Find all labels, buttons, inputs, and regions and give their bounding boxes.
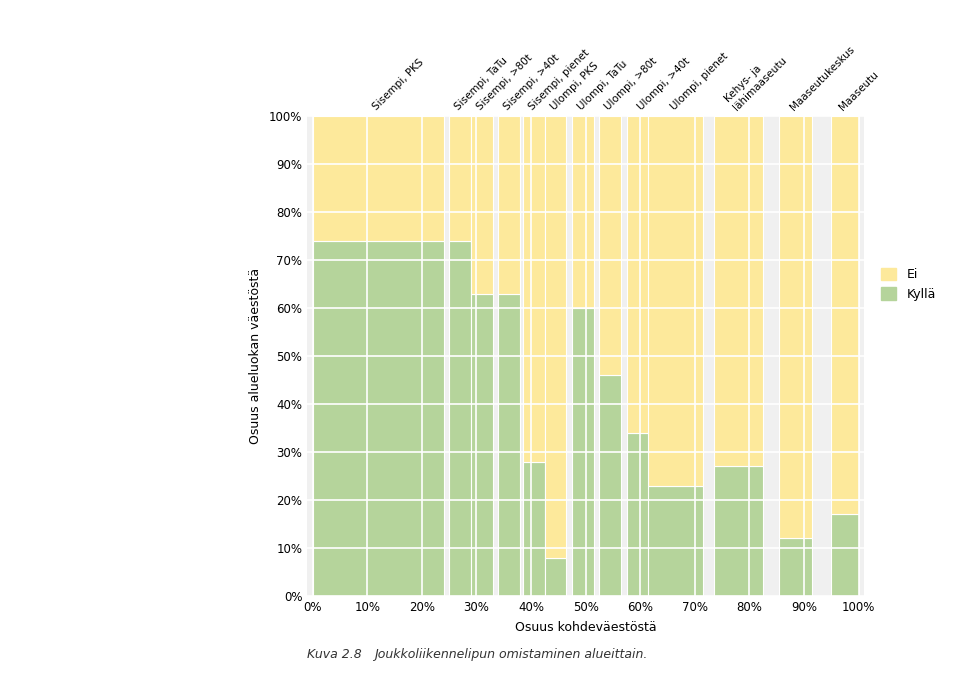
Bar [449, 241, 471, 596]
Bar [780, 538, 812, 596]
Bar [831, 514, 858, 596]
Bar [498, 116, 520, 294]
Bar [714, 116, 763, 466]
Bar [471, 116, 492, 294]
Bar [780, 116, 812, 538]
Bar [599, 375, 621, 596]
Bar [544, 116, 566, 558]
Bar [572, 308, 594, 596]
Bar [572, 116, 594, 308]
Bar [627, 116, 660, 433]
Bar [449, 116, 471, 241]
Bar [313, 116, 444, 241]
Bar [471, 294, 492, 596]
Bar [544, 558, 566, 596]
Bar [714, 466, 763, 596]
Y-axis label: Osuus alueluokan väestöstä: Osuus alueluokan väestöstä [249, 268, 262, 445]
Bar [831, 116, 858, 514]
Legend: Ei, Kyllä: Ei, Kyllä [881, 268, 936, 301]
Bar [627, 433, 660, 596]
Bar [523, 116, 544, 462]
Text: Kuva 2.8: Kuva 2.8 [307, 647, 362, 660]
Text: Joukkoliikennelipun omistaminen alueittain.: Joukkoliikennelipun omistaminen alueitta… [374, 647, 648, 660]
Bar [599, 116, 621, 375]
Bar [313, 241, 444, 596]
Bar [498, 294, 520, 596]
X-axis label: Osuus kohdeväestöstä: Osuus kohdeväestöstä [515, 621, 657, 634]
Bar [648, 486, 703, 596]
Bar [648, 116, 703, 486]
Bar [523, 462, 544, 596]
